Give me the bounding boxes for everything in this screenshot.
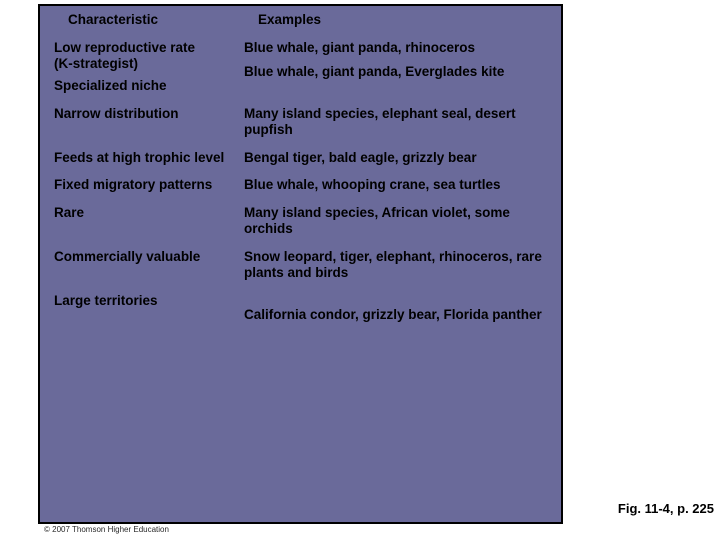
table-row: Narrow distribution Many island species,… bbox=[54, 106, 547, 138]
char-text: Low reproductive rate (K-strategist) bbox=[54, 40, 195, 71]
header-characteristic: Characteristic bbox=[54, 12, 244, 28]
table-row: Rare Many island species, African violet… bbox=[54, 205, 547, 237]
table-row: Commercially valuable Snow leopard, tige… bbox=[54, 249, 547, 281]
cell-characteristic: Feeds at high trophic level bbox=[54, 150, 244, 166]
cell-example: Snow leopard, tiger, elephant, rhinocero… bbox=[244, 249, 547, 281]
cell-example: Bengal tiger, bald eagle, grizzly bear bbox=[244, 150, 547, 166]
header-examples: Examples bbox=[244, 12, 547, 28]
table-content: Characteristic Examples Low reproductive… bbox=[40, 6, 561, 341]
table-row: Large territories California condor, gri… bbox=[54, 293, 547, 323]
cell-characteristic: Fixed migratory patterns bbox=[54, 177, 244, 193]
table-row: Fixed migratory patterns Blue whale, who… bbox=[54, 177, 547, 193]
table-row: Feeds at high trophic level Bengal tiger… bbox=[54, 150, 547, 166]
table-row: Specialized niche Blue whale, giant pand… bbox=[54, 78, 547, 94]
copyright-text: © 2007 Thomson Higher Education bbox=[44, 525, 169, 534]
table-panel: Characteristic Examples Low reproductive… bbox=[38, 4, 563, 524]
cell-example: Many island species, African violet, som… bbox=[244, 205, 547, 237]
cell-example: Blue whale, whooping crane, sea turtles bbox=[244, 177, 547, 193]
cell-example: Blue whale, giant panda, Everglades kite bbox=[244, 64, 547, 94]
cell-characteristic: Specialized niche bbox=[54, 78, 244, 94]
cell-example: Many island species, elephant seal, dese… bbox=[244, 106, 547, 138]
cell-characteristic: Commercially valuable bbox=[54, 249, 244, 281]
cell-characteristic: Rare bbox=[54, 205, 244, 237]
cell-example: California condor, grizzly bear, Florida… bbox=[244, 307, 547, 323]
figure-caption: Fig. 11-4, p. 225 bbox=[618, 501, 714, 516]
header-row: Characteristic Examples bbox=[54, 12, 547, 28]
cell-characteristic: Narrow distribution bbox=[54, 106, 244, 138]
cell-characteristic: Large territories bbox=[54, 293, 244, 323]
cell-characteristic: Low reproductive rate (K-strategist) bbox=[54, 40, 244, 72]
